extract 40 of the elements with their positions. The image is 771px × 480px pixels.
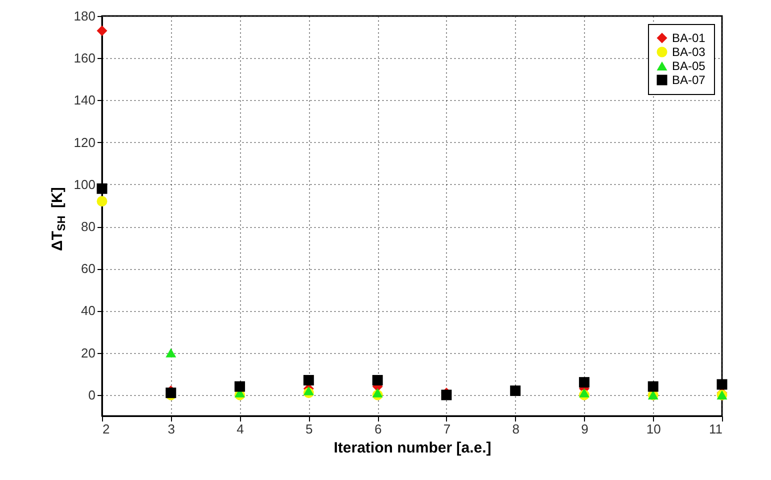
x-tick-label: 8 xyxy=(512,422,520,436)
legend-label: BA-05 xyxy=(672,59,706,73)
x-tick-label: 6 xyxy=(374,422,382,436)
legend-label: BA-01 xyxy=(672,31,706,45)
y-tick-label: 180 xyxy=(74,8,96,24)
x-tick-label: 5 xyxy=(306,422,313,436)
x-tick-label: 3 xyxy=(168,422,176,436)
y-tick-label: 80 xyxy=(81,219,96,234)
point xyxy=(648,381,658,392)
point xyxy=(303,386,314,396)
y-tick-label: 160 xyxy=(74,50,96,66)
y-tick-label: 0 xyxy=(88,387,96,402)
point xyxy=(166,348,176,358)
x-tick-label: 10 xyxy=(646,422,661,436)
y-tick-label: 20 xyxy=(81,345,96,360)
legend-label: BA-07 xyxy=(672,73,706,87)
point xyxy=(234,381,246,392)
y-tick-label: 60 xyxy=(81,261,96,276)
point xyxy=(510,385,521,396)
point xyxy=(578,377,590,388)
x-tick-label: 2 xyxy=(102,422,110,436)
point xyxy=(372,374,383,386)
y-tick-label: 140 xyxy=(74,92,96,108)
x-tick-label: 4 xyxy=(236,422,244,436)
point xyxy=(372,388,383,398)
x-tick-label: 11 xyxy=(709,422,722,436)
point xyxy=(578,388,590,398)
point xyxy=(96,196,108,206)
x-tick-label: 9 xyxy=(581,422,588,436)
point xyxy=(96,25,108,36)
point xyxy=(716,379,728,390)
legend-label: BA-03 xyxy=(672,45,706,59)
point xyxy=(96,183,108,194)
y-tick-label: 40 xyxy=(81,303,96,318)
y-axis-title: ΔTSH [K] xyxy=(49,187,68,251)
x-tick-label: 7 xyxy=(443,422,451,436)
point xyxy=(303,374,314,386)
x-axis-title: Iteration number [a.e.] xyxy=(334,440,492,456)
y-tick-label: 100 xyxy=(74,176,96,192)
y-tick-label: 120 xyxy=(74,134,96,150)
